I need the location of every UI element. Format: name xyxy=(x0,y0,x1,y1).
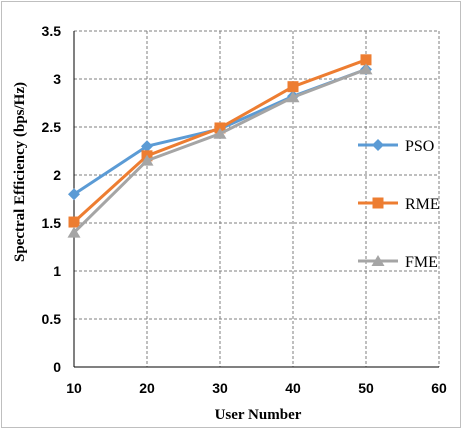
data-point-pso xyxy=(141,140,153,153)
legend-marker-pso xyxy=(372,139,384,151)
y-tick-label: 0 xyxy=(53,359,61,375)
data-point-fme xyxy=(140,154,154,166)
data-point-fme xyxy=(359,63,373,75)
series-group xyxy=(67,54,373,238)
y-tick-label: 3 xyxy=(53,71,61,87)
legend-label-rme: RME xyxy=(405,196,440,213)
data-point-pso xyxy=(68,188,80,201)
data-point-rme xyxy=(287,81,299,93)
data-point-fme xyxy=(67,226,81,238)
legend-item-rme: RME xyxy=(358,196,440,213)
x-tick-label: 30 xyxy=(212,380,228,396)
x-tick-label: 50 xyxy=(358,380,374,396)
y-tick-label: 3.5 xyxy=(42,23,62,39)
data-point-rme xyxy=(360,54,372,66)
legend-label-pso: PSO xyxy=(405,138,434,155)
x-axis-label: User Number xyxy=(215,407,302,423)
x-tick-label: 40 xyxy=(285,380,301,396)
y-tick-label: 2 xyxy=(53,167,61,183)
x-tick-label: 10 xyxy=(66,380,82,396)
grid-lines xyxy=(74,30,440,367)
data-point-fme xyxy=(286,91,300,103)
data-point-rme xyxy=(68,216,80,228)
y-tick-label: 2.5 xyxy=(42,119,62,135)
legend: PSO RME FME xyxy=(358,138,440,271)
y-axis-label: Spectral Efficiency (bps/Hz) xyxy=(12,82,28,262)
legend-marker-fme xyxy=(371,255,385,266)
legend-label-fme: FME xyxy=(405,254,438,271)
y-tick-label: 1.5 xyxy=(42,215,62,231)
x-tick-label: 60 xyxy=(431,380,447,396)
legend-marker-rme xyxy=(372,197,384,209)
y-tick-label: 0.5 xyxy=(42,311,62,327)
data-point-fme xyxy=(213,127,227,139)
axes xyxy=(73,31,439,368)
x-tick-label: 20 xyxy=(139,380,155,396)
tick-labels: 0 0.5 1 1.5 2 2.5 3 3.5 10 20 30 40 50 60 xyxy=(42,23,447,396)
series-fme xyxy=(67,63,373,238)
legend-item-fme: FME xyxy=(358,254,438,271)
y-tick-label: 1 xyxy=(53,263,61,279)
legend-item-pso: PSO xyxy=(358,138,434,155)
